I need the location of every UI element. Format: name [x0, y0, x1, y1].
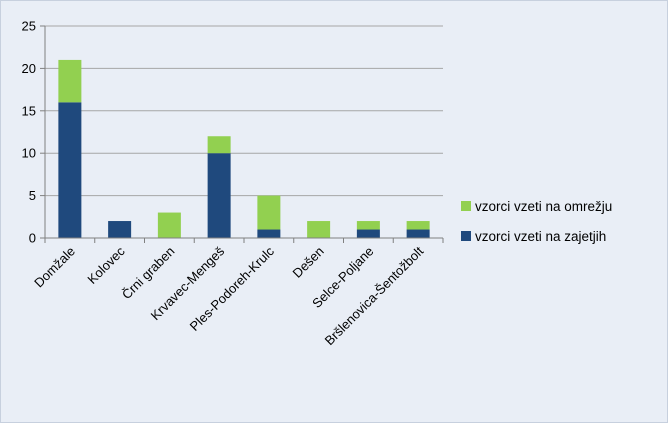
- bar-vzorci-vzeti-na-zajetjih-domzale: [58, 102, 82, 238]
- bar-vzorci-vzeti-na-omrezju-selce-poljane: [356, 221, 380, 230]
- x-tick-label-kolovec: Kolovec: [84, 243, 128, 287]
- bars: [58, 59, 430, 238]
- y-tick-label: 10: [22, 146, 36, 161]
- bar-vzorci-vzeti-na-omrezju-brslenovica-sentozbolt: [406, 221, 430, 230]
- x-tick-label-domzale: Domžale: [31, 244, 78, 291]
- bar-vzorci-vzeti-na-omrezju-ples-podoreh-krulc: [257, 195, 281, 230]
- legend-swatch-vzorci-vzeti-na-omrezju: [461, 201, 471, 211]
- legend-swatch-vzorci-vzeti-na-zajetjih: [461, 231, 471, 241]
- bar-vzorci-vzeti-na-zajetjih-selce-poljane: [356, 229, 380, 238]
- x-tick-label-ples-podoreh-krulc: Ples-Podoreh-Krulc: [187, 243, 278, 334]
- y-tick-label: 15: [22, 103, 36, 118]
- x-tick-label-desen: Dešen: [290, 244, 327, 281]
- y-tick-label: 25: [22, 19, 36, 34]
- y-tick-label: 0: [29, 231, 36, 246]
- bar-vzorci-vzeti-na-omrezju-desen: [307, 221, 331, 238]
- axes: [40, 25, 444, 243]
- bar-vzorci-vzeti-na-zajetjih-ples-podoreh-krulc: [257, 229, 281, 238]
- bar-vzorci-vzeti-na-zajetjih-kolovec: [108, 221, 132, 238]
- bar-vzorci-vzeti-na-omrezju-crni-graben: [157, 212, 181, 238]
- y-tick-label: 20: [22, 61, 36, 76]
- bar-vzorci-vzeti-na-zajetjih-brslenovica-sentozbolt: [406, 229, 430, 238]
- legend-label-vzorci-vzeti-na-omrezju: vzorci vzeti na omrežju: [475, 199, 612, 214]
- legend-label-vzorci-vzeti-na-zajetjih: vzorci vzeti na zajetjih: [475, 229, 606, 244]
- bar-vzorci-vzeti-na-omrezju-domzale: [58, 59, 82, 103]
- legend: vzorci vzeti na omrežju vzorci vzeti na z…: [461, 199, 612, 244]
- bar-vzorci-vzeti-na-omrezju-krvavec-menges: [207, 136, 231, 154]
- x-tick-label-brslenovica-sentozbolt: Bršlenovica-Šentožbolt: [322, 243, 427, 348]
- y-tick-label: 5: [29, 188, 36, 203]
- bar-vzorci-vzeti-na-zajetjih-krvavec-menges: [207, 153, 231, 238]
- y-tick-labels: 0 5 10 15 20 25: [22, 19, 36, 246]
- gridlines: [45, 25, 443, 197]
